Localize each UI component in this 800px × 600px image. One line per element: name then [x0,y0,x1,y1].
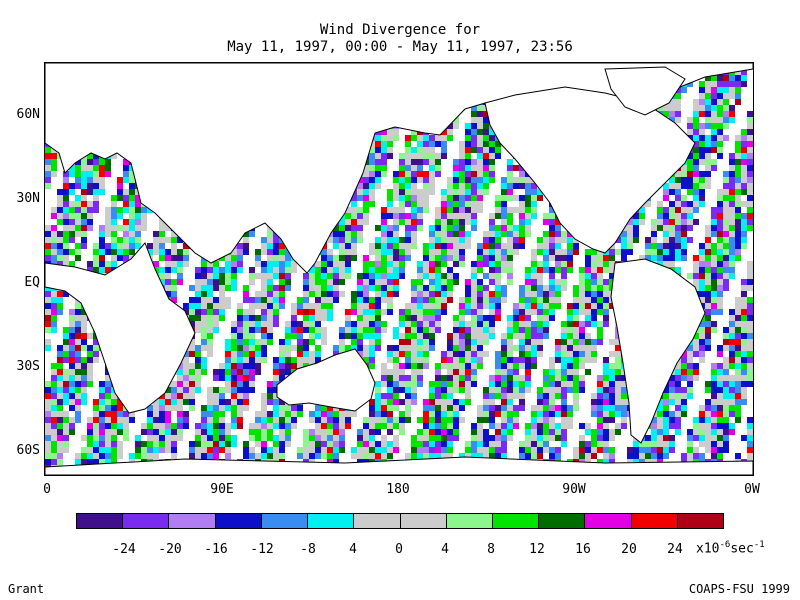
scale-label: -24 [112,542,136,557]
credit-label: COAPS-FSU 1999 [688,582,790,596]
scale-label: 4 [441,542,449,557]
scale-label: 16 [575,542,591,557]
lat-label-30n: 30N [16,191,40,206]
scale-label: 24 [667,542,683,557]
lon-label-0: 0 [43,482,51,497]
scale-swatch [446,514,493,528]
scale-swatch [77,514,124,528]
units-label: x10-6sec-1 [696,540,765,557]
scale-label: -8 [300,542,316,557]
landmass-africa [45,242,196,414]
scale-swatch [123,514,170,528]
scale-label: -20 [158,542,182,557]
scale-swatch [169,514,216,528]
scale-swatch [215,514,262,528]
map-title: Wind Divergence for [319,22,481,38]
color-scale-bar [76,513,724,529]
scale-swatch [631,514,678,528]
lat-label-60n: 60N [16,107,40,122]
map-subtitle-date-range: May 11, 1997, 00:00 - May 11, 1997, 23:5… [227,39,573,55]
scale-swatch [354,514,401,528]
landmasses [45,63,753,475]
scale-label: 12 [529,542,545,557]
scale-swatch [492,514,540,528]
scale-label: 4 [349,542,357,557]
author-label: Grant [8,582,45,596]
lon-label-90w: 90W [562,482,586,497]
scale-swatch [261,514,309,528]
lon-label-180: 180 [386,482,410,497]
lon-label-0w: 0W [744,482,760,497]
lat-label-60s: 60S [16,443,40,458]
scale-swatch [585,514,632,528]
landmass-greenland [604,66,686,116]
lat-label-30s: 30S [16,359,40,374]
divergence-map [44,62,754,476]
lat-label-eq: EQ [24,275,40,290]
scale-label: 0 [395,542,403,557]
landmass-australia [276,348,376,412]
lon-label-90e: 90E [210,482,234,497]
landmass-south-america [610,258,706,444]
scale-label: 8 [487,542,495,557]
scale-label: -12 [250,542,274,557]
scale-swatch [539,514,586,528]
scale-swatch [400,514,447,528]
scale-label: 20 [621,542,637,557]
scale-label: -16 [204,542,228,557]
scale-swatch [308,514,355,528]
scale-swatch [677,514,724,528]
landmass-antarctica [45,456,753,475]
